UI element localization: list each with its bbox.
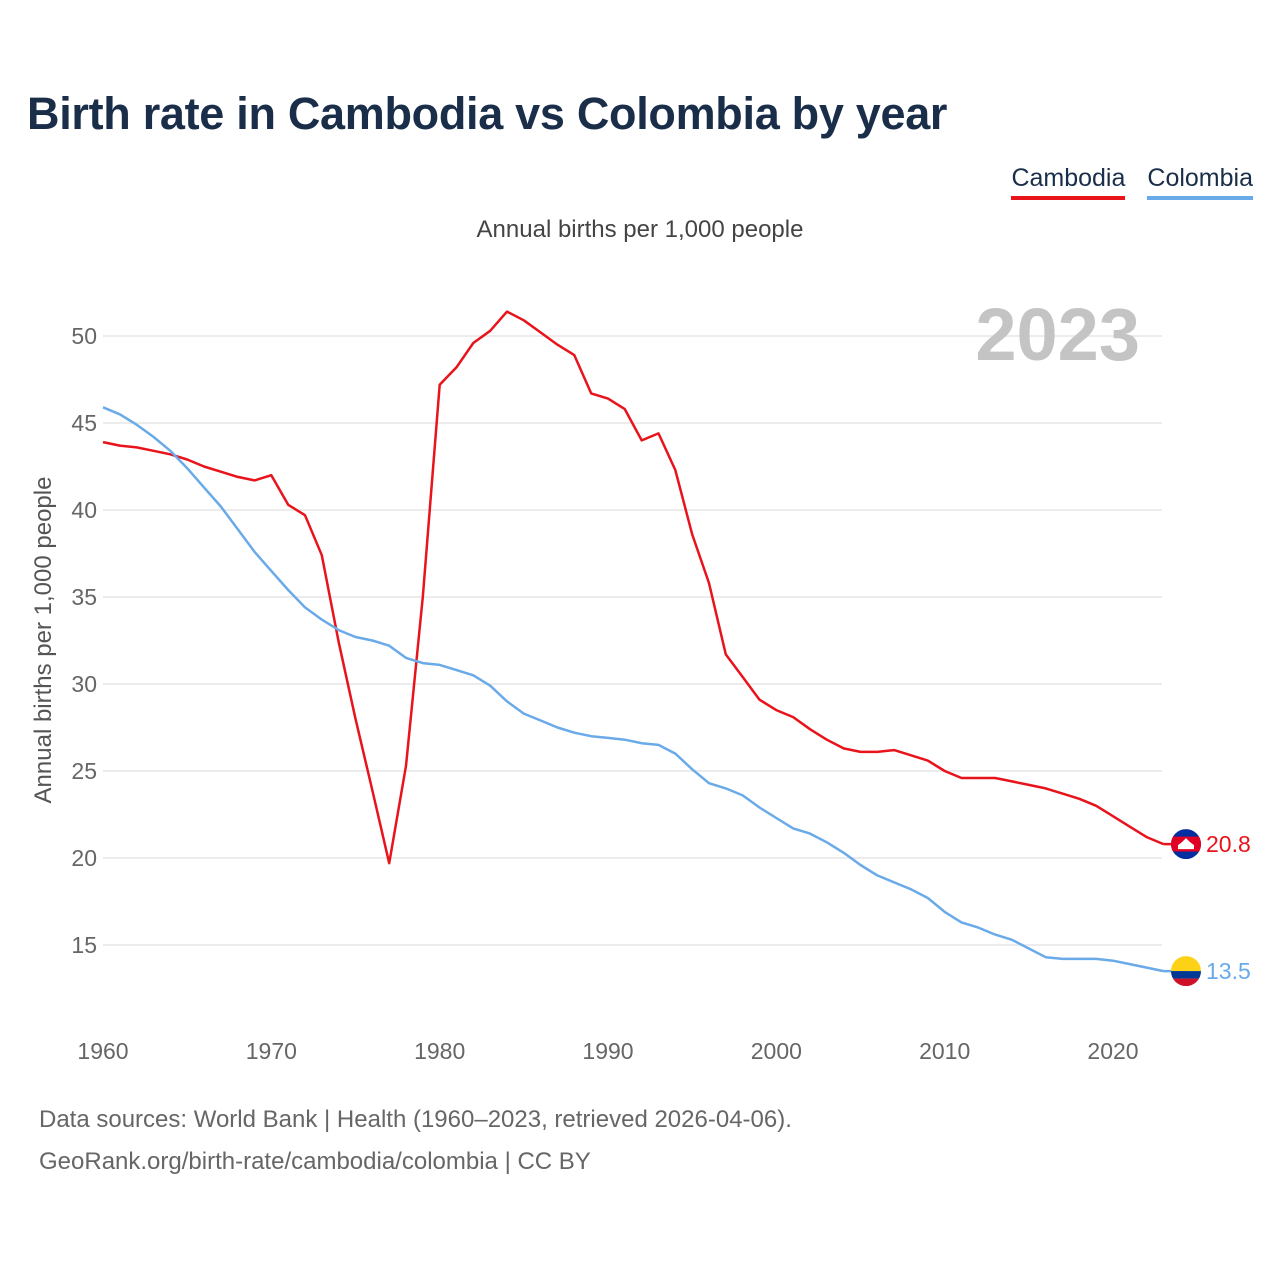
series-line-cambodia[interactable] [102, 310, 1164, 865]
grid-lines [103, 335, 1162, 946]
x-tick-label: 2000 [751, 1038, 802, 1064]
y-tick-label: 45 [71, 410, 97, 436]
y-tick-label: 40 [71, 497, 97, 523]
y-tick-label: 15 [71, 932, 97, 958]
year-watermark: 2023 [975, 293, 1140, 376]
x-axis-ticks: 1960 1970 1980 1990 2000 2010 2020 [77, 1038, 1138, 1064]
series-end-value: 20.8 [1206, 831, 1251, 857]
y-axis-ticks: 15 20 25 30 35 40 45 50 [71, 323, 97, 958]
x-tick-label: 1980 [414, 1038, 465, 1064]
chart-title: Birth rate in Cambodia vs Colombia by ye… [27, 88, 948, 139]
x-tick-label: 1970 [246, 1038, 297, 1064]
x-tick-label: 2020 [1087, 1038, 1138, 1064]
y-tick-label: 30 [71, 671, 97, 697]
y-tick-label: 35 [71, 584, 97, 610]
y-axis-label: Annual births per 1,000 people [30, 477, 57, 804]
series-lines [102, 310, 1164, 973]
source-note: Data sources: World Bank | Health (1960–… [39, 1106, 792, 1133]
series-end-value: 13.5 [1206, 958, 1251, 984]
chart-subtitle: Annual births per 1,000 people [476, 216, 804, 243]
end-markers: 20.8 13.5 [1163, 829, 1251, 987]
legend: Cambodia Colombia [1011, 164, 1253, 200]
y-tick-label: 25 [71, 758, 97, 784]
colombia-flag-icon [1171, 956, 1201, 987]
cambodia-flag-icon [1171, 829, 1201, 860]
x-tick-label: 2010 [919, 1038, 970, 1064]
y-tick-label: 50 [71, 323, 97, 349]
x-tick-label: 1990 [582, 1038, 633, 1064]
source-link[interactable]: GeoRank.org/birth-rate/cambodia/colombia… [39, 1148, 591, 1175]
series-line-colombia[interactable] [102, 406, 1164, 973]
y-tick-label: 20 [71, 845, 97, 871]
legend-item-colombia[interactable]: Colombia [1147, 164, 1253, 200]
legend-item-cambodia[interactable]: Cambodia [1011, 164, 1126, 200]
x-tick-label: 1960 [77, 1038, 128, 1064]
